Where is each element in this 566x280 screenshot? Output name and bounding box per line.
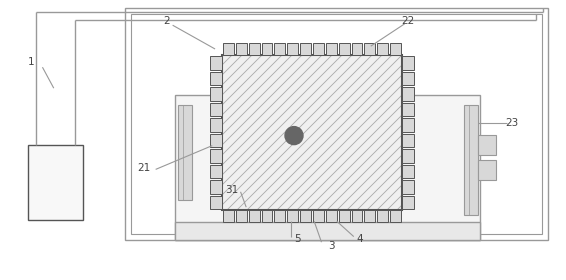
- Bar: [351, 210, 362, 222]
- Bar: [365, 43, 375, 55]
- Text: 4: 4: [356, 234, 363, 244]
- Bar: [300, 43, 311, 55]
- Bar: [365, 210, 375, 222]
- Bar: [175, 95, 480, 240]
- Bar: [210, 149, 222, 162]
- Text: 31: 31: [225, 185, 239, 195]
- Bar: [28, 145, 83, 220]
- Bar: [351, 43, 362, 55]
- Text: 2: 2: [164, 16, 170, 26]
- Bar: [402, 165, 414, 178]
- Bar: [390, 210, 401, 222]
- Bar: [326, 43, 337, 55]
- Bar: [223, 43, 234, 55]
- Bar: [402, 195, 414, 209]
- Circle shape: [285, 127, 303, 144]
- Bar: [222, 55, 402, 210]
- Bar: [210, 195, 222, 209]
- Bar: [175, 222, 480, 240]
- Bar: [313, 43, 324, 55]
- Text: 23: 23: [505, 118, 519, 128]
- Bar: [248, 210, 260, 222]
- Bar: [478, 135, 496, 155]
- Bar: [402, 71, 414, 85]
- Text: 3: 3: [328, 241, 335, 251]
- Bar: [210, 71, 222, 85]
- Bar: [248, 43, 260, 55]
- Bar: [210, 102, 222, 116]
- Bar: [378, 210, 388, 222]
- Bar: [390, 43, 401, 55]
- Bar: [125, 8, 548, 240]
- Bar: [210, 134, 222, 147]
- Bar: [131, 14, 542, 234]
- Bar: [313, 210, 324, 222]
- Bar: [464, 105, 478, 215]
- Bar: [378, 43, 388, 55]
- Bar: [402, 118, 414, 132]
- Bar: [300, 210, 311, 222]
- Bar: [236, 43, 247, 55]
- Bar: [402, 134, 414, 147]
- Bar: [402, 102, 414, 116]
- Bar: [223, 210, 234, 222]
- Bar: [402, 180, 414, 193]
- Bar: [402, 87, 414, 101]
- Bar: [478, 160, 496, 180]
- Bar: [210, 165, 222, 178]
- Text: 21: 21: [138, 163, 151, 173]
- Bar: [210, 180, 222, 193]
- Bar: [178, 105, 192, 200]
- Text: 1: 1: [28, 57, 35, 67]
- Bar: [275, 43, 285, 55]
- Bar: [288, 210, 298, 222]
- Bar: [338, 43, 350, 55]
- Bar: [210, 118, 222, 132]
- Bar: [288, 43, 298, 55]
- Bar: [338, 210, 350, 222]
- Bar: [210, 56, 222, 69]
- Bar: [402, 56, 414, 69]
- Bar: [222, 55, 402, 210]
- Text: 22: 22: [401, 16, 414, 26]
- Bar: [261, 210, 272, 222]
- Bar: [261, 43, 272, 55]
- Text: 5: 5: [294, 234, 301, 244]
- Bar: [402, 149, 414, 162]
- Bar: [275, 210, 285, 222]
- Bar: [236, 210, 247, 222]
- Bar: [326, 210, 337, 222]
- Bar: [210, 87, 222, 101]
